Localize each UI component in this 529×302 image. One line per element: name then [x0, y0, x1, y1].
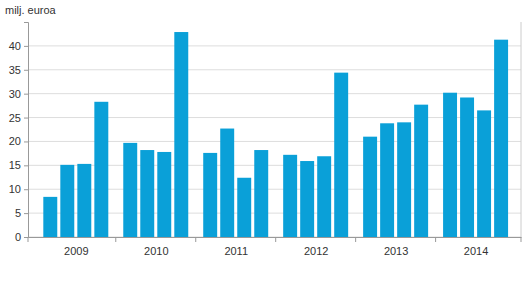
group-separator	[115, 237, 116, 242]
x-axis: 2009 2010 2011 2012 2013 2014	[29, 237, 522, 257]
y-tick: 5	[15, 207, 28, 219]
group-separators	[28, 237, 521, 242]
y-tick-label: 25	[9, 112, 21, 124]
y-tick-label: 0	[15, 231, 21, 243]
x-tick-label: 2014	[464, 245, 488, 257]
bar	[77, 164, 91, 237]
bar	[443, 93, 457, 237]
bar	[363, 137, 377, 237]
y-tick: 35	[9, 64, 28, 76]
y-tick-mark	[24, 70, 28, 71]
bar	[494, 40, 508, 237]
group-separator	[28, 237, 29, 242]
y-tick: 25	[9, 112, 28, 124]
group-separator	[275, 237, 276, 242]
frame-right	[521, 22, 522, 237]
y-tick: 0	[15, 231, 28, 243]
x-tick: 2009	[64, 237, 88, 257]
bar	[460, 97, 474, 237]
bar	[220, 129, 234, 237]
x-tick-label: 2010	[144, 245, 168, 257]
y-axis-title: milj. euroa	[5, 4, 57, 16]
bar	[477, 110, 491, 237]
x-axis-line	[29, 237, 522, 238]
bar	[414, 105, 428, 237]
bar	[380, 123, 394, 237]
x-tick: 2014	[464, 237, 488, 257]
plot: 0 5 10 15 20 25 30 35 40 2009 2010 2011 2012 2013 2014	[9, 22, 522, 257]
bar	[140, 150, 154, 237]
grid-line	[28, 45, 521, 46]
y-tick-label: 40	[9, 40, 21, 52]
bar	[203, 153, 217, 237]
bar	[174, 32, 188, 237]
grid	[28, 46, 521, 237]
bars	[43, 32, 508, 237]
bar	[237, 178, 251, 237]
y-tick-mark	[24, 141, 28, 142]
y-tick-label: 5	[15, 207, 21, 219]
bar	[94, 102, 108, 237]
y-tick: 30	[9, 88, 28, 100]
y-tick-mark	[24, 189, 28, 190]
y-tick-label: 30	[9, 88, 21, 100]
group-separator	[521, 237, 522, 242]
y-tick-mark	[24, 237, 28, 238]
group-separator	[195, 237, 196, 242]
group-separator	[355, 237, 356, 242]
bar	[43, 197, 57, 237]
bar	[123, 143, 137, 237]
y-tick-label: 20	[9, 135, 21, 147]
x-tick-label: 2009	[64, 245, 88, 257]
y-tick-mark	[24, 165, 28, 166]
y-tick-mark	[24, 46, 28, 47]
y-tick: 15	[9, 159, 28, 171]
y-axis: 0 5 10 15 20 25 30 35 40	[9, 23, 29, 244]
y-tick: 40	[9, 40, 28, 52]
x-tick: 2011	[224, 237, 248, 257]
bar	[317, 156, 331, 237]
bar	[157, 152, 171, 237]
bar	[300, 161, 314, 237]
x-tick-label: 2011	[224, 245, 248, 257]
bar	[60, 165, 74, 237]
y-tick-label: 15	[9, 159, 21, 171]
x-tick: 2010	[144, 237, 168, 257]
y-tick: 10	[9, 183, 28, 195]
bar	[254, 150, 268, 237]
chart: 0 5 10 15 20 25 30 35 40 2009 2010 2011 2012 2013 2014…	[0, 0, 529, 302]
y-tick-label: 35	[9, 64, 21, 76]
y-tick-label: 10	[9, 183, 21, 195]
y-tick-mark	[24, 94, 28, 95]
bar	[397, 122, 411, 237]
y-axis-line	[24, 23, 29, 238]
group-separator	[435, 237, 436, 242]
x-tick: 2012	[304, 237, 328, 257]
y-tick-mark	[24, 118, 28, 119]
y-tick: 20	[9, 135, 28, 147]
y-tick-mark	[24, 213, 28, 214]
bar	[283, 155, 297, 237]
x-tick: 2013	[384, 237, 408, 257]
x-tick-label: 2013	[384, 245, 408, 257]
bar	[334, 73, 348, 237]
x-tick-label: 2012	[304, 245, 328, 257]
grid-line	[28, 69, 521, 70]
